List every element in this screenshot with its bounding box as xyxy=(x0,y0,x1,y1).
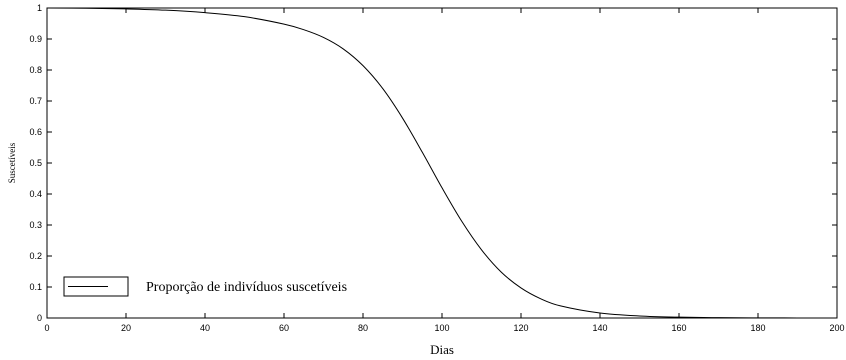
x-tick-label: 80 xyxy=(358,323,368,333)
y-axis-title: Suscetíveis xyxy=(7,142,17,183)
x-tick-label: 60 xyxy=(279,323,289,333)
y-tick-label: 0.5 xyxy=(29,158,42,168)
y-tick-label: 0 xyxy=(37,313,42,323)
y-tick-label: 0.1 xyxy=(29,282,42,292)
x-tick-label: 200 xyxy=(829,323,844,333)
legend-entry-label: Proporção de indivíduos suscetíveis xyxy=(146,280,347,295)
x-tick-label: 40 xyxy=(200,323,210,333)
y-tick-label: 1 xyxy=(37,3,42,13)
x-tick-label: 0 xyxy=(44,323,49,333)
x-tick-label: 180 xyxy=(750,323,765,333)
y-tick-label: 0.8 xyxy=(29,65,42,75)
plot-area-frame xyxy=(46,7,838,319)
legend: Proporção de indivíduos suscetíveis xyxy=(63,276,347,297)
y-tick-label: 0.9 xyxy=(29,34,42,44)
x-tick-label: 100 xyxy=(434,323,449,333)
x-tick-label: 120 xyxy=(513,323,528,333)
series-layer xyxy=(46,7,838,319)
y-tick-label: 0.6 xyxy=(29,127,42,137)
y-axis-ticks: 0 0.1 0.2 0.3 0.4 0.5 0.6 0.7 0.8 0.9 1 xyxy=(29,3,837,323)
y-tick-label: 0.4 xyxy=(29,189,42,199)
y-tick-label: 0.2 xyxy=(29,251,42,261)
x-tick-label: 140 xyxy=(592,323,607,333)
x-axis-title: Dias xyxy=(430,342,454,357)
x-axis-ticks: 0 20 40 60 80 100 120 140 160 180 200 xyxy=(44,8,845,333)
y-tick-label: 0.3 xyxy=(29,220,42,230)
x-tick-label: 160 xyxy=(671,323,686,333)
x-tick-label: 20 xyxy=(121,323,131,333)
series-line xyxy=(46,7,838,319)
y-tick-label: 0.7 xyxy=(29,96,42,106)
